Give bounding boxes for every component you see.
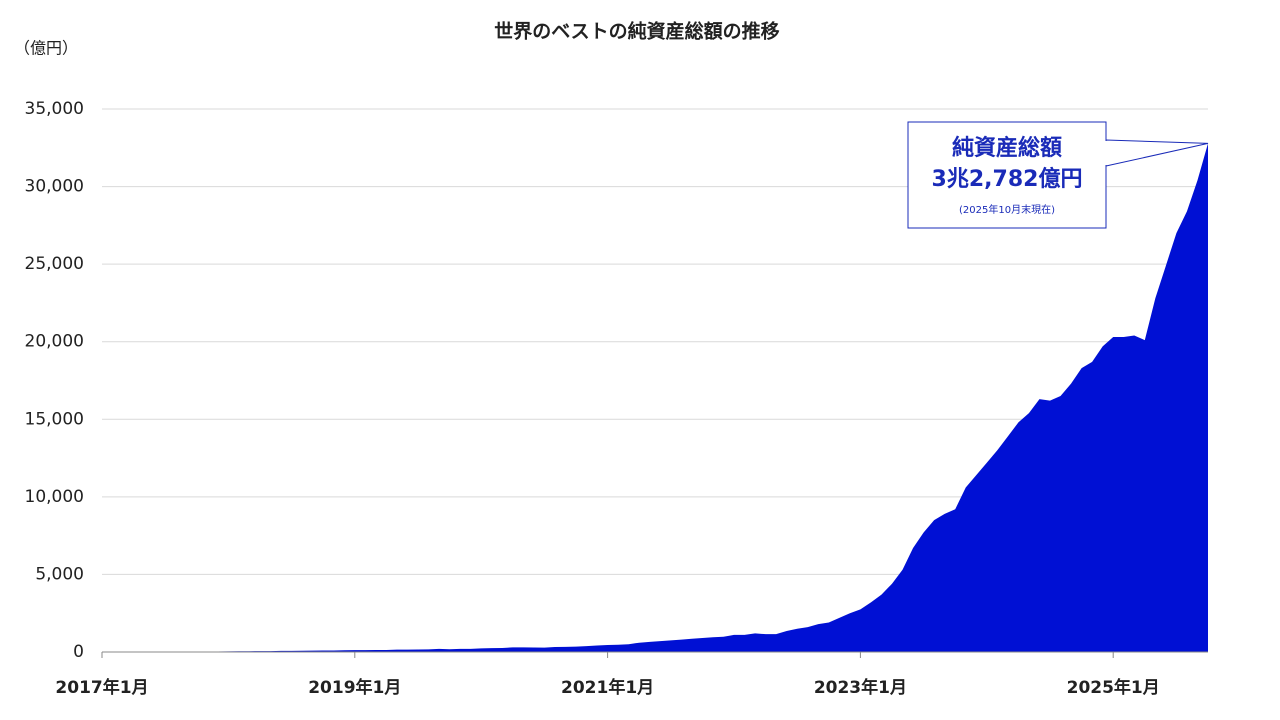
y-tick-label: 5,000 bbox=[35, 564, 84, 584]
annotation-box bbox=[907, 121, 1107, 229]
annotation-value: 3兆2,782億円 bbox=[932, 166, 1083, 192]
y-unit: （億円） bbox=[14, 39, 78, 58]
x-tick-label: 2019年1月 bbox=[308, 677, 401, 698]
y-tick-label: 20,000 bbox=[25, 332, 84, 352]
area bbox=[102, 143, 1208, 652]
x-tick-label: 2025年1月 bbox=[1067, 677, 1160, 698]
x-tick-label: 2021年1月 bbox=[561, 677, 654, 698]
y-tick-label: 15,000 bbox=[25, 409, 84, 429]
chart-title: 世界のベストの純資産総額の推移 bbox=[494, 20, 779, 43]
callout-pointer bbox=[1105, 139, 1209, 167]
annotation-title: 純資産総額 bbox=[952, 135, 1062, 161]
y-tick-label: 25,000 bbox=[25, 254, 84, 274]
x-tick-label: 2017年1月 bbox=[55, 677, 148, 698]
y-tick-label: 35,000 bbox=[25, 99, 84, 119]
x-tick-label: 2023年1月 bbox=[814, 677, 907, 698]
y-tick-label: 30,000 bbox=[25, 177, 84, 197]
y-tick-label: 10,000 bbox=[25, 487, 84, 507]
annotation-note: (2025年10月末現在) bbox=[959, 203, 1055, 216]
y-tick-label: 0 bbox=[73, 642, 84, 662]
